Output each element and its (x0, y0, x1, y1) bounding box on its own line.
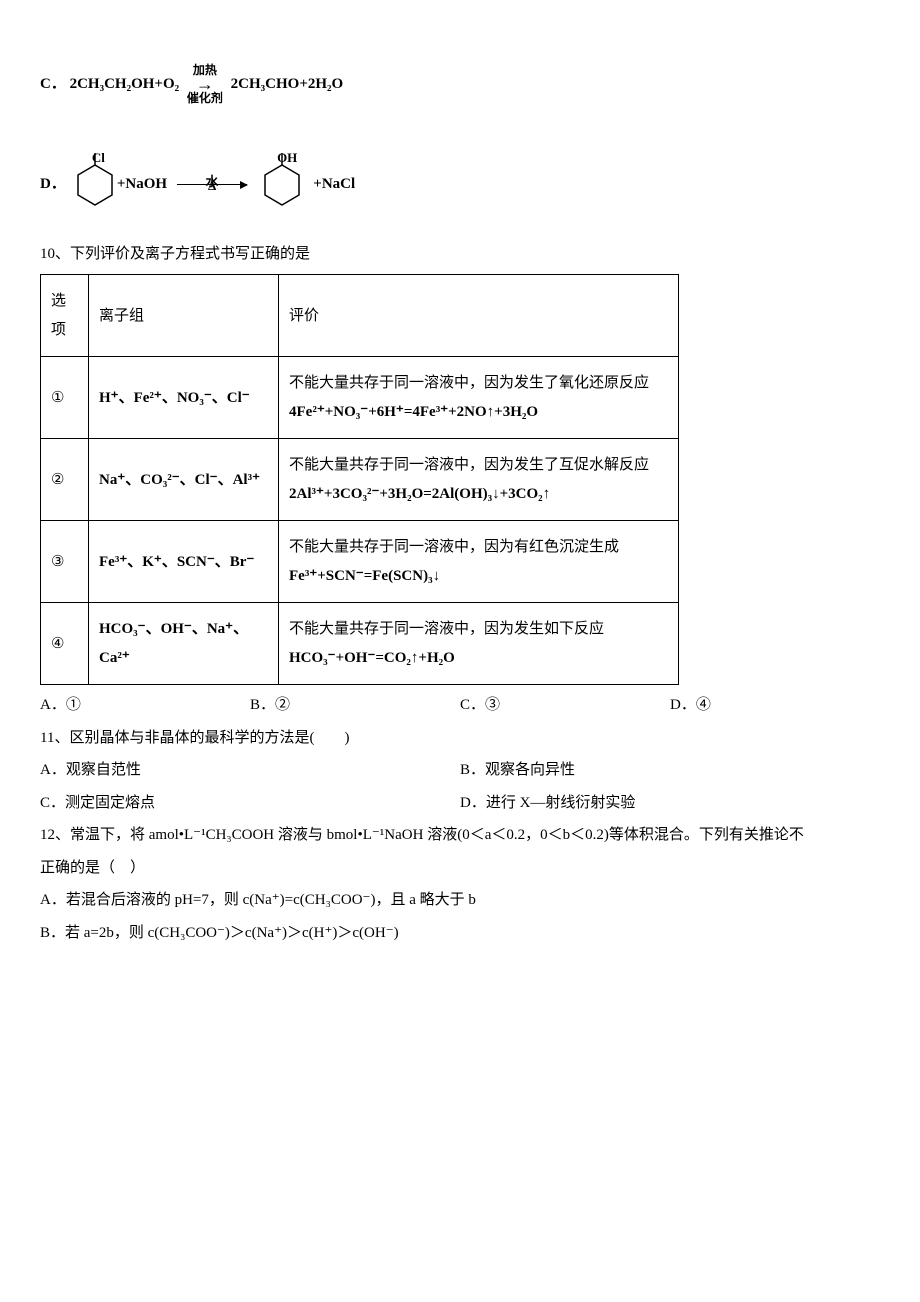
q11-opt-b: B．观察各向异性 (460, 756, 880, 785)
cell-eval-l2: 4Fe²⁺+NO₃⁻+6H⁺=4Fe³⁺+2NO↑+3H₂O (289, 398, 668, 427)
option-d-arrow: 水 Δ (177, 184, 247, 185)
cell-ions: Fe³⁺、K⁺、SCN⁻、Br⁻ (89, 521, 279, 603)
q11-stem: 11、区别晶体与非晶体的最科学的方法是( ) (40, 724, 880, 753)
cell-ions-text: H⁺、Fe²⁺、NO₃⁻、Cl⁻ (99, 390, 250, 406)
arrow-bot-c: 催化剂 (187, 92, 223, 105)
q10-opt-d: D．④ (670, 691, 880, 720)
q11-opt-a: A．观察自范性 (40, 756, 460, 785)
cell-eval-l2: 2Al³⁺+3CO₃²⁻+3H₂O=2Al(OH)₃↓+3CO₂↑ (289, 480, 668, 509)
cell-num: ④ (41, 603, 89, 685)
q11-options-row1: A．观察自范性 B．观察各向异性 (40, 756, 880, 785)
cell-eval-l2: HCO₃⁻+OH⁻=CO₂↑+H₂O (289, 644, 668, 673)
cell-num: ② (41, 439, 89, 521)
q10-table: 选项 离子组 评价 ① H⁺、Fe²⁺、NO₃⁻、Cl⁻ 不能大量共存于同一溶液… (40, 274, 679, 685)
cell-ions-text: Fe³⁺、K⁺、SCN⁻、Br⁻ (99, 554, 254, 570)
cell-eval-l2: Fe³⁺+SCN⁻=Fe(SCN)₃↓ (289, 562, 668, 591)
q11-opt-c: C．测定固定熔点 (40, 789, 460, 818)
option-c-line: C． 2CH₃CH₂OH+O₂ 加热 → 催化剂 2CH₃CHO+2H₂O (40, 64, 880, 105)
th-eval-text: 评价 (289, 308, 319, 324)
table-head-row: 选项 离子组 评价 (41, 275, 679, 357)
q11-opt-d: D．进行 X—射线衍射实验 (460, 789, 880, 818)
cell-eval-l1: 不能大量共存于同一溶液中，因为发生如下反应 (289, 615, 668, 644)
option-c-label: C． (40, 76, 66, 92)
option-c-rhs: 2CH₃CHO+2H₂O (231, 76, 344, 92)
arrow-glyph-c: → (187, 77, 223, 91)
cell-num-text: ④ (51, 635, 64, 652)
table-row: ③ Fe³⁺、K⁺、SCN⁻、Br⁻ 不能大量共存于同一溶液中，因为有红色沉淀生… (41, 521, 679, 603)
table-row: ① H⁺、Fe²⁺、NO₃⁻、Cl⁻ 不能大量共存于同一溶液中，因为发生了氧化还… (41, 357, 679, 439)
cell-eval: 不能大量共存于同一溶液中，因为发生如下反应 HCO₃⁻+OH⁻=CO₂↑+H₂O (279, 603, 679, 685)
q12-opt-a: A．若混合后溶液的 pH=7，则 c(Na⁺)=c(CH₃COO⁻)，且 a 略… (40, 886, 880, 915)
q10-options: A．① B．② C．③ D．④ (40, 691, 880, 720)
table-row: ④ HCO₃⁻、OH⁻、Na⁺、Ca²⁺ 不能大量共存于同一溶液中，因为发生如下… (41, 603, 679, 685)
option-c-arrow: 加热 → 催化剂 (187, 64, 223, 105)
q11-options-row2: C．测定固定熔点 D．进行 X—射线衍射实验 (40, 789, 880, 818)
q10-opt-b: B．② (250, 691, 460, 720)
plus-naoh: +NaOH (117, 170, 167, 199)
cell-ions: HCO₃⁻、OH⁻、Na⁺、Ca²⁺ (89, 603, 279, 685)
th-eval: 评价 (279, 275, 679, 357)
q12-stem-l2: 正确的是（ ） (40, 854, 880, 883)
option-c-lhs: 2CH₃CH₂OH+O₂ (70, 76, 180, 92)
cell-num-text: ① (51, 389, 64, 406)
cell-num: ① (41, 357, 89, 439)
cell-eval-l1: 不能大量共存于同一溶液中，因为有红色沉淀生成 (289, 533, 668, 562)
th-ions: 离子组 (89, 275, 279, 357)
table-row: ② Na⁺、CO₃²⁻、Cl⁻、Al³⁺ 不能大量共存于同一溶液中，因为发生了互… (41, 439, 679, 521)
option-d-label: D． (40, 170, 66, 199)
q12-opt-b: B．若 a=2b，则 c(CH₃COO⁻)＞c(Na⁺)＞c(H⁺)＞c(OH⁻… (40, 919, 880, 948)
cell-num-text: ② (51, 471, 64, 488)
sub2-label: OH (277, 146, 297, 171)
q10-opt-a: A．① (40, 691, 250, 720)
cell-num: ③ (41, 521, 89, 603)
cell-eval: 不能大量共存于同一溶液中，因为发生了氧化还原反应 4Fe²⁺+NO₃⁻+6H⁺=… (279, 357, 679, 439)
q10-stem: 10、下列评价及离子方程式书写正确的是 (40, 240, 880, 269)
cell-num-text: ③ (51, 553, 64, 570)
arrow-bot-d: Δ (177, 174, 247, 199)
cell-eval: 不能大量共存于同一溶液中，因为有红色沉淀生成 Fe³⁺+SCN⁻=Fe(SCN)… (279, 521, 679, 603)
cell-ions: Na⁺、CO₃²⁻、Cl⁻、Al³⁺ (89, 439, 279, 521)
cell-ions: H⁺、Fe²⁺、NO₃⁻、Cl⁻ (89, 357, 279, 439)
th-num: 选项 (41, 275, 89, 357)
th-num-text: 选项 (51, 293, 66, 338)
th-ions-text: 离子组 (99, 308, 144, 324)
q10-opt-c: C．③ (460, 691, 670, 720)
cell-eval: 不能大量共存于同一溶液中，因为发生了互促水解反应 2Al³⁺+3CO₃²⁻+3H… (279, 439, 679, 521)
plus-nacl: +NaCl (313, 170, 355, 199)
cell-eval-l1: 不能大量共存于同一溶液中，因为发生了氧化还原反应 (289, 369, 668, 398)
cell-ions-text: Na⁺、CO₃²⁻、Cl⁻、Al³⁺ (99, 472, 260, 488)
cell-eval-l1: 不能大量共存于同一溶液中，因为发生了互促水解反应 (289, 451, 668, 480)
option-d-line: D． Cl +NaOH 水 Δ OH +NaCl (40, 147, 880, 222)
sub1-label: Cl (92, 146, 105, 171)
q12-stem-l1: 12、常温下，将 amol•L⁻¹CH₃COOH 溶液与 bmol•L⁻¹NaO… (40, 821, 880, 850)
cell-ions-text: HCO₃⁻、OH⁻、Na⁺、Ca²⁺ (99, 621, 248, 666)
